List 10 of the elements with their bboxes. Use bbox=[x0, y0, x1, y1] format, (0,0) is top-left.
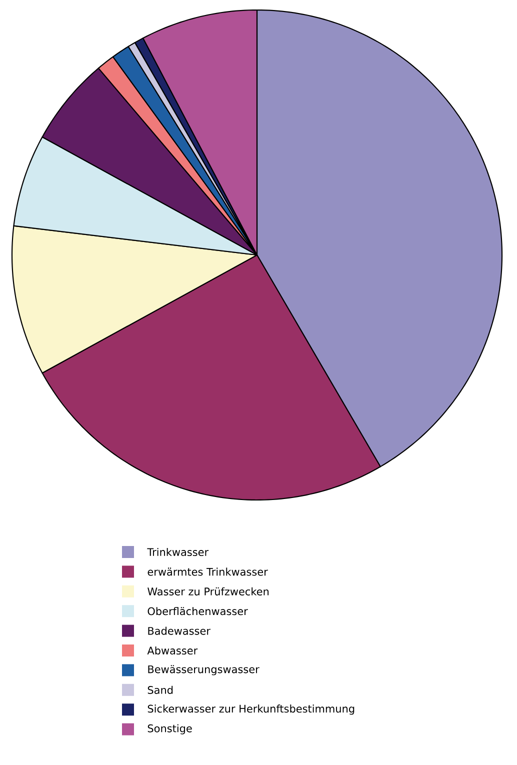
legend-label: erwärmtes Trinkwasser bbox=[148, 568, 268, 576]
legend-label: Trinkwasser bbox=[147, 548, 209, 556]
legend-label: Sickerwasser zur Herkunftsbestimmung bbox=[148, 704, 354, 715]
legend-label: Bewässerungswasser bbox=[148, 665, 260, 676]
legend-label: Sonstige bbox=[148, 724, 192, 734]
legend-label: Wasser zu Prüfzwecken bbox=[148, 587, 269, 596]
legend-label: Abwasser bbox=[147, 646, 198, 655]
legend-label: Sand bbox=[148, 686, 173, 694]
legend-label: Oberflächenwasser bbox=[148, 607, 248, 616]
legend-label: Badewasser bbox=[148, 626, 210, 635]
